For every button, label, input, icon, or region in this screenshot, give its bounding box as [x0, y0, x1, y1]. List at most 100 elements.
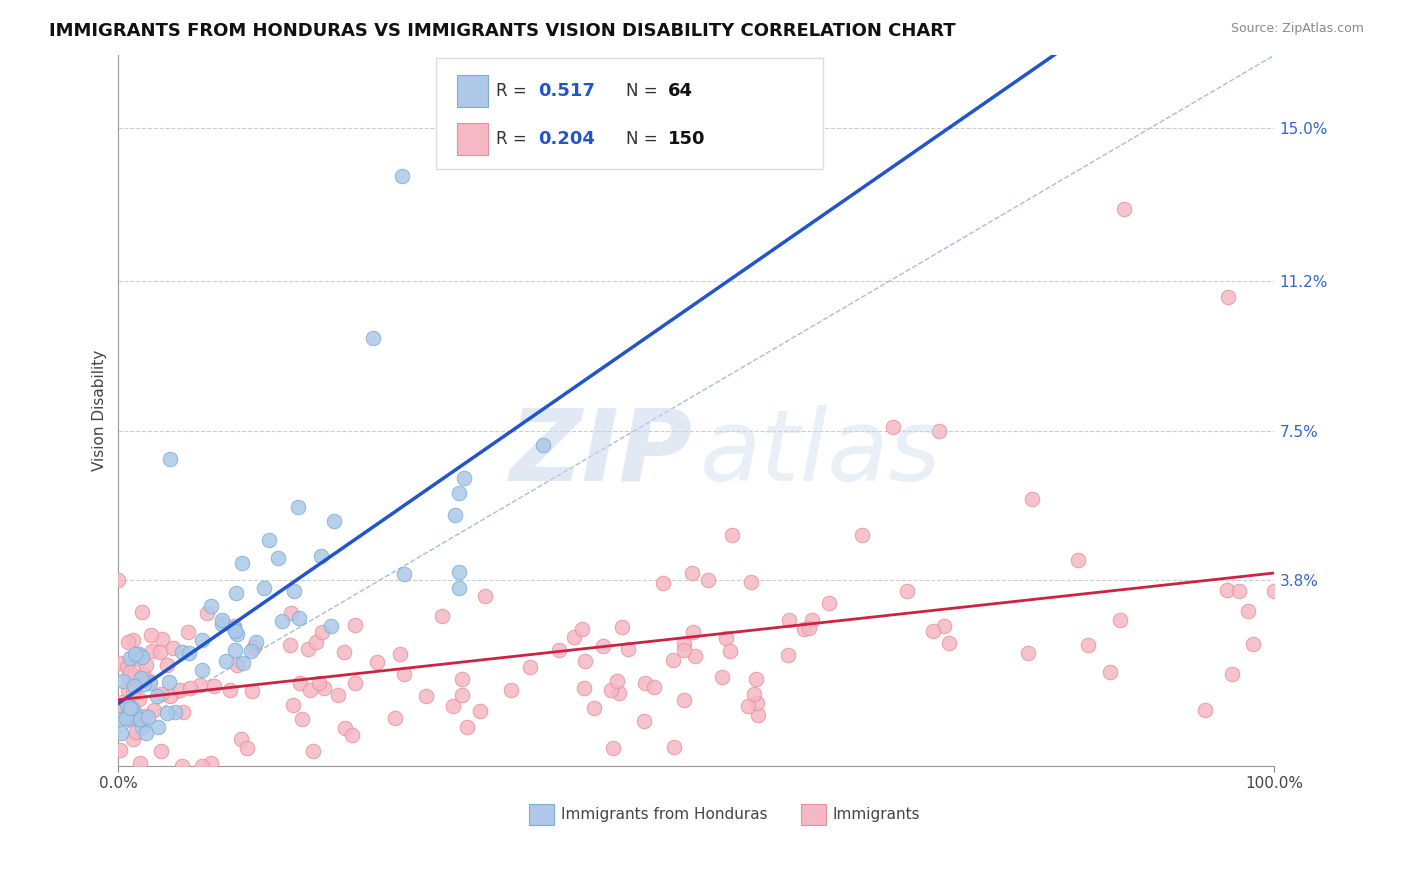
Point: [797, 621, 820, 635]
Point: [1067, 553, 1090, 567]
Point: [155, 706, 177, 720]
Point: [157, 674, 180, 689]
Point: [1220, 667, 1243, 681]
Point: [131, 605, 153, 619]
Point: [118, 670, 141, 684]
Point: [117, 683, 139, 698]
Point: [146, 689, 169, 703]
Point: [118, 665, 141, 680]
Point: [124, 706, 146, 720]
Point: [134, 708, 156, 723]
Point: [177, 624, 200, 639]
Point: [1241, 637, 1264, 651]
Point: [128, 692, 150, 706]
Point: [335, 721, 357, 735]
Point: [547, 643, 569, 657]
Point: [499, 683, 522, 698]
Point: [236, 741, 259, 756]
Point: [745, 673, 768, 687]
Point: [190, 632, 212, 647]
Point: [531, 438, 554, 452]
Point: [343, 675, 366, 690]
Text: 64: 64: [668, 82, 693, 100]
Point: [682, 624, 704, 639]
Point: [519, 659, 541, 673]
Point: [299, 683, 322, 698]
Point: [1194, 703, 1216, 717]
Point: [211, 617, 233, 632]
Text: Source: ZipAtlas.com: Source: ZipAtlas.com: [1230, 22, 1364, 36]
Point: [150, 632, 173, 646]
Text: 150: 150: [668, 130, 706, 148]
Point: [456, 720, 478, 734]
Point: [468, 704, 491, 718]
Point: [818, 596, 841, 610]
Point: [159, 451, 181, 466]
Point: [737, 699, 759, 714]
Point: [120, 706, 142, 720]
Point: [135, 658, 157, 673]
Point: [793, 623, 815, 637]
Point: [444, 508, 467, 523]
Point: [392, 667, 415, 681]
Text: IMMIGRANTS FROM HONDURAS VS IMMIGRANTS VISION DISABILITY CORRELATION CHART: IMMIGRANTS FROM HONDURAS VS IMMIGRANTS V…: [49, 22, 956, 40]
Point: [301, 744, 323, 758]
Point: [200, 599, 222, 614]
Point: [685, 649, 707, 664]
Point: [606, 673, 628, 688]
Point: [562, 630, 585, 644]
Point: [146, 720, 169, 734]
Point: [190, 759, 212, 773]
Point: [132, 666, 155, 681]
Point: [392, 566, 415, 581]
Point: [297, 642, 319, 657]
Point: [291, 712, 314, 726]
Point: [120, 650, 142, 665]
Text: N =: N =: [626, 130, 662, 148]
Point: [716, 632, 738, 646]
Point: [108, 713, 131, 727]
Point: [111, 695, 134, 709]
Point: [124, 647, 146, 661]
Point: [122, 732, 145, 747]
Point: [432, 609, 454, 624]
Point: [744, 687, 766, 701]
Point: [231, 556, 253, 570]
Point: [149, 687, 172, 701]
Point: [344, 617, 367, 632]
Point: [314, 681, 336, 695]
Point: [451, 688, 474, 702]
Point: [225, 586, 247, 600]
Point: [159, 690, 181, 704]
Point: [118, 712, 141, 726]
Point: [697, 573, 720, 587]
Point: [662, 653, 685, 667]
Point: [602, 740, 624, 755]
Point: [1099, 665, 1122, 679]
Point: [122, 685, 145, 699]
Point: [211, 613, 233, 627]
Point: [195, 606, 218, 620]
Point: [122, 679, 145, 693]
Point: [224, 619, 246, 633]
Point: [1109, 613, 1132, 627]
Point: [107, 573, 129, 587]
Point: [633, 714, 655, 728]
Point: [776, 648, 799, 662]
Point: [928, 424, 950, 438]
Point: [129, 712, 152, 726]
Text: R =: R =: [496, 82, 533, 100]
Point: [673, 643, 696, 657]
Point: [121, 700, 143, 714]
Point: [108, 742, 131, 756]
Text: R =: R =: [496, 130, 533, 148]
Point: [128, 652, 150, 666]
Point: [112, 709, 135, 723]
Point: [305, 634, 328, 648]
Point: [219, 682, 242, 697]
Text: 0.204: 0.204: [538, 130, 595, 148]
Point: [778, 614, 800, 628]
Point: [361, 331, 384, 345]
Point: [112, 706, 135, 721]
Point: [1263, 583, 1285, 598]
